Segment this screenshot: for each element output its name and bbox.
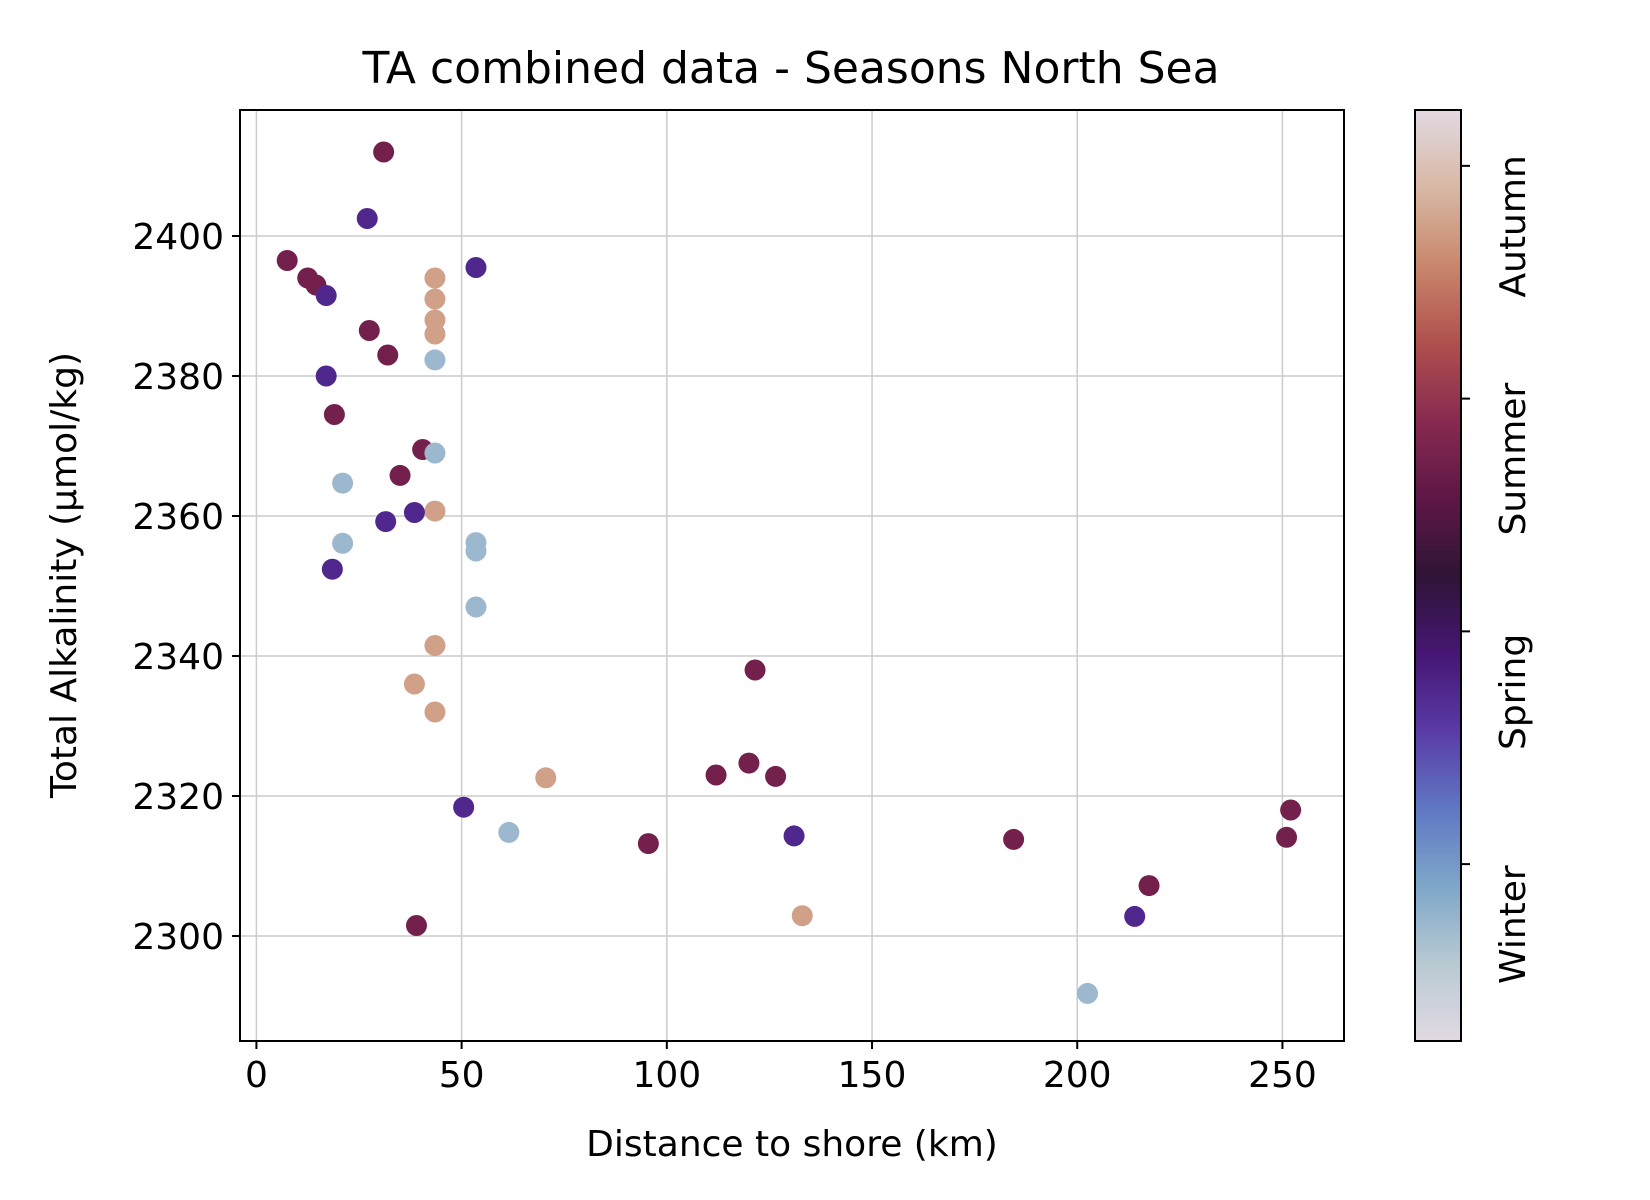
colorbar-label: Summer xyxy=(1493,383,1534,536)
data-point xyxy=(1280,799,1302,821)
data-point xyxy=(453,796,475,818)
data-point xyxy=(465,540,487,562)
data-point xyxy=(1124,905,1146,927)
y-axis-label: Total Alkalinity (µmol/kg) xyxy=(44,352,85,799)
data-point xyxy=(424,442,446,464)
data-point xyxy=(498,821,520,843)
data-point xyxy=(783,825,805,847)
y-axis: 2300 2320 2340 2360 2380 2400 xyxy=(132,217,240,958)
x-tick-label: 50 xyxy=(439,1055,485,1096)
data-point xyxy=(332,532,354,554)
plot-frame xyxy=(239,109,1345,1042)
data-point xyxy=(1276,826,1298,848)
data-point xyxy=(424,701,446,723)
y-tick-label: 2300 xyxy=(132,917,224,958)
data-point xyxy=(1076,982,1098,1004)
y-tick-label: 2380 xyxy=(132,357,224,398)
data-point xyxy=(744,659,766,681)
data-point xyxy=(373,141,395,163)
y-tick-label: 2320 xyxy=(132,777,224,818)
data-point xyxy=(637,833,659,855)
data-point xyxy=(356,208,378,229)
data-point xyxy=(377,344,399,366)
data-point xyxy=(358,320,380,341)
chart-title: TA combined data - Seasons North Sea xyxy=(361,43,1219,94)
data-point xyxy=(465,257,487,278)
grid xyxy=(240,110,1344,1041)
data-point xyxy=(332,472,354,494)
data-points xyxy=(276,141,1302,1004)
data-point xyxy=(276,250,298,271)
x-tick-label: 250 xyxy=(1248,1055,1317,1096)
data-point xyxy=(403,502,425,523)
data-point xyxy=(705,764,727,786)
data-point xyxy=(315,285,337,306)
data-point xyxy=(424,288,446,310)
data-point xyxy=(321,558,343,580)
data-point xyxy=(738,752,760,774)
data-point xyxy=(424,267,446,289)
colorbar-label: Winter xyxy=(1493,865,1534,984)
data-point xyxy=(765,765,787,787)
x-tick-label: 200 xyxy=(1043,1055,1112,1096)
data-point xyxy=(375,511,397,533)
data-point xyxy=(315,365,337,387)
colorbar xyxy=(1414,109,1462,1042)
x-axis-label: Distance to shore (km) xyxy=(586,1124,998,1165)
colorbar-label: Autumn xyxy=(1493,155,1534,297)
data-point xyxy=(424,500,446,522)
data-point xyxy=(1138,875,1160,897)
data-point xyxy=(389,464,411,486)
x-axis: 0 50 100 150 200 250 xyxy=(245,1041,1317,1096)
data-point xyxy=(403,673,425,695)
data-point xyxy=(323,404,345,425)
x-tick-label: 0 xyxy=(245,1055,268,1096)
data-point xyxy=(1003,828,1025,850)
data-point xyxy=(535,767,557,789)
x-tick-label: 100 xyxy=(632,1055,701,1096)
x-tick-label: 150 xyxy=(838,1055,907,1096)
y-tick-label: 2340 xyxy=(132,637,224,678)
colorbar-ticks: Winter Spring Summer Autumn xyxy=(1461,155,1534,984)
data-point xyxy=(791,905,813,927)
data-point xyxy=(424,323,446,345)
data-point xyxy=(424,635,446,656)
colorbar-label: Spring xyxy=(1493,634,1534,750)
data-point xyxy=(405,915,427,936)
data-point xyxy=(465,596,487,618)
data-point xyxy=(424,349,446,371)
y-tick-label: 2360 xyxy=(132,497,224,538)
y-tick-label: 2400 xyxy=(132,217,224,258)
